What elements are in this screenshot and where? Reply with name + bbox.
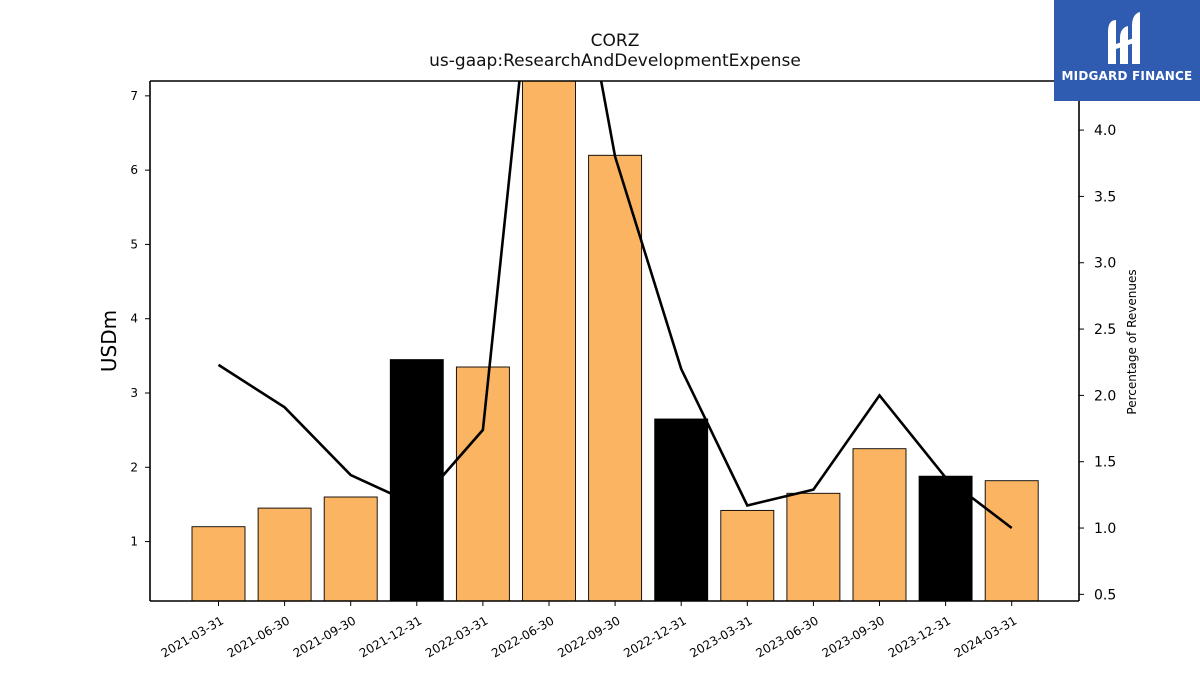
- bar-2023-03-31: [720, 509, 775, 601]
- x-tick-label: 2024-03-31: [952, 613, 1019, 660]
- y2-tick-label: 4.0: [1094, 123, 1116, 139]
- x-tick-label: 2022-03-31: [423, 613, 490, 660]
- y-tick-label: 7: [130, 89, 138, 103]
- brand-name: MIDGARD FINANCE: [1061, 69, 1193, 83]
- y2-tick-label: 1.5: [1094, 455, 1116, 471]
- x-tick-label: 2021-12-31: [357, 613, 424, 660]
- x-tick-label: 2021-06-30: [225, 613, 292, 660]
- y-tick-label: 2: [130, 460, 138, 474]
- bar-2021-09-30: [323, 496, 378, 601]
- y-tick-label: 1: [130, 535, 138, 549]
- bar-2021-06-30: [257, 507, 312, 601]
- y2-tick-label: 2.5: [1094, 322, 1116, 338]
- bar-2022-12-31: [654, 418, 709, 601]
- bar-2023-09-30: [852, 448, 907, 601]
- x-tick-label: 2022-12-31: [621, 613, 688, 660]
- bar-2023-12-31: [918, 475, 973, 601]
- x-tick-label: 2021-03-31: [159, 613, 226, 660]
- y2-tick-label: 0.5: [1094, 587, 1116, 603]
- y2-axis-label: Percentage of Revenues: [1125, 269, 1139, 414]
- x-tick-label: 2023-03-31: [687, 613, 754, 660]
- y2-tick-label: 1.0: [1094, 521, 1116, 537]
- bar-2022-03-31: [455, 366, 510, 601]
- x-tick-label: 2021-09-30: [291, 613, 358, 660]
- bar-2022-09-30: [588, 154, 643, 601]
- x-tick-label: 2023-06-30: [753, 613, 820, 660]
- y-tick-label: 4: [130, 312, 138, 326]
- line-series-percentage: [217, 81, 1013, 530]
- x-tick-label: 2023-12-31: [886, 613, 953, 660]
- midgard-logo-icon: [1108, 12, 1140, 64]
- y2-tick-label: 2.0: [1094, 388, 1116, 404]
- y2-tick-label: 3.0: [1094, 256, 1116, 272]
- y2-tick-label: 3.5: [1094, 189, 1116, 205]
- bar-2024-03-31: [984, 480, 1039, 601]
- y-tick-label: 6: [130, 163, 138, 177]
- chart-subtitle: us-gaap:ResearchAndDevelopmentExpense: [429, 51, 801, 71]
- brand-logo: MIDGARD FINANCE: [1054, 0, 1200, 101]
- bar-2021-03-31: [191, 526, 246, 601]
- x-tick-label: 2022-06-30: [489, 613, 556, 660]
- x-tick-label: 2023-09-30: [820, 613, 887, 660]
- plot-area: [191, 81, 1039, 601]
- y-tick-label: 3: [130, 386, 138, 400]
- bar-2022-06-30: [522, 81, 576, 601]
- x-tick-label: 2022-09-30: [555, 613, 622, 660]
- bar-2023-06-30: [786, 492, 841, 601]
- y-tick-label: 5: [130, 237, 138, 251]
- chart-title: CORZ: [590, 31, 640, 51]
- bar-2021-12-31: [389, 359, 444, 601]
- y-axis-label: USDm: [97, 310, 121, 372]
